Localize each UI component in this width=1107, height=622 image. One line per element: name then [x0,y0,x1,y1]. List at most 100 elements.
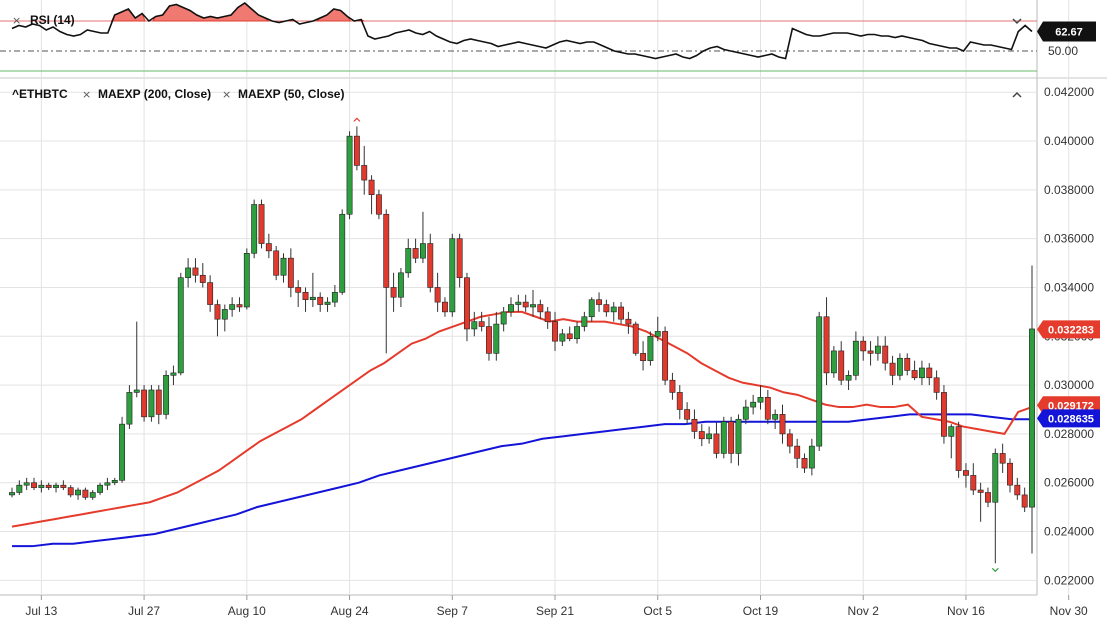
candle[interactable] [522,294,529,312]
candle[interactable] [31,477,37,491]
candle[interactable] [713,421,720,459]
candle[interactable] [324,297,331,312]
candle[interactable] [808,438,815,476]
candle[interactable] [177,272,184,376]
candle[interactable] [581,311,588,332]
candle[interactable] [911,360,918,381]
candle[interactable] [720,416,727,459]
candle[interactable] [419,211,426,264]
candle[interactable] [977,482,984,522]
candle[interactable] [985,487,991,508]
candle[interactable] [632,321,639,356]
candle[interactable] [38,480,45,493]
candle[interactable] [45,482,52,491]
candle[interactable] [464,272,470,342]
candle[interactable] [1007,458,1013,493]
candle[interactable] [552,311,558,351]
candle[interactable] [889,355,896,386]
candle[interactable] [163,370,170,420]
candle[interactable] [199,263,206,288]
candle[interactable] [566,326,573,342]
candle[interactable] [970,463,977,495]
candle[interactable] [669,372,676,400]
candle[interactable] [691,409,698,439]
candle[interactable] [852,331,859,381]
candle[interactable] [111,477,118,486]
candle[interactable] [904,353,911,376]
candlesticks[interactable] [9,117,1035,573]
candle[interactable] [258,199,265,249]
candle[interactable] [486,316,492,361]
candle[interactable] [302,287,309,312]
candle[interactable] [265,233,272,259]
candle[interactable] [559,328,566,347]
candle[interactable] [838,341,845,386]
candle[interactable] [170,365,177,386]
candle[interactable] [1014,477,1021,500]
candle[interactable] [735,414,742,466]
candle[interactable] [493,311,500,361]
candle[interactable] [933,370,940,400]
candle[interactable] [963,463,969,488]
candle[interactable] [155,385,162,425]
candle[interactable] [82,487,89,500]
candle[interactable] [874,336,881,361]
candle[interactable] [794,438,801,469]
candle[interactable] [229,297,236,317]
candle[interactable] [309,272,316,307]
candle[interactable] [390,272,397,312]
remove-ma50-button[interactable]: × [222,88,231,101]
candle[interactable] [640,341,647,371]
candle[interactable] [368,175,375,215]
candle[interactable] [706,426,713,444]
remove-rsi-button[interactable]: × [12,14,21,27]
candle[interactable] [361,145,368,195]
candle[interactable] [148,385,155,422]
candle[interactable] [830,346,837,378]
candle[interactable] [375,189,382,220]
candle[interactable] [214,299,221,337]
candle[interactable] [471,311,478,337]
candle[interactable] [750,394,757,415]
candle[interactable] [192,258,199,283]
candle[interactable] [60,480,67,491]
candle[interactable] [801,453,808,473]
candle[interactable] [478,311,485,332]
rsi-panel[interactable]: 50.00 62.67 [0,1,1096,72]
candle[interactable] [339,209,346,295]
candle[interactable] [251,199,258,259]
candle[interactable] [610,302,617,322]
candle[interactable] [625,311,632,334]
candle[interactable] [75,487,81,500]
candle[interactable] [588,297,595,322]
candle[interactable] [1029,265,1035,554]
candle[interactable] [845,370,852,390]
candle[interactable] [23,477,30,491]
candle[interactable] [941,385,947,444]
candle[interactable] [867,341,874,366]
candle[interactable] [772,409,779,430]
candle[interactable] [1021,487,1028,513]
candle[interactable] [999,443,1006,473]
candle[interactable] [89,490,96,500]
candle[interactable] [236,297,243,312]
candle[interactable] [728,416,735,464]
candle[interactable] [397,267,404,307]
candle[interactable] [757,385,764,410]
candle[interactable] [603,299,610,317]
candle[interactable] [882,336,889,371]
candle[interactable] [992,448,999,564]
candle[interactable] [676,385,683,420]
candle[interactable] [618,302,625,325]
candle[interactable] [280,253,287,283]
candle[interactable] [596,292,602,312]
candle[interactable] [544,306,551,329]
candle[interactable] [654,316,661,342]
candle[interactable] [926,363,933,386]
candle[interactable] [662,326,669,386]
candle[interactable] [684,402,691,425]
candle[interactable] [207,275,214,312]
candle[interactable] [221,304,228,332]
candle[interactable] [412,238,419,264]
